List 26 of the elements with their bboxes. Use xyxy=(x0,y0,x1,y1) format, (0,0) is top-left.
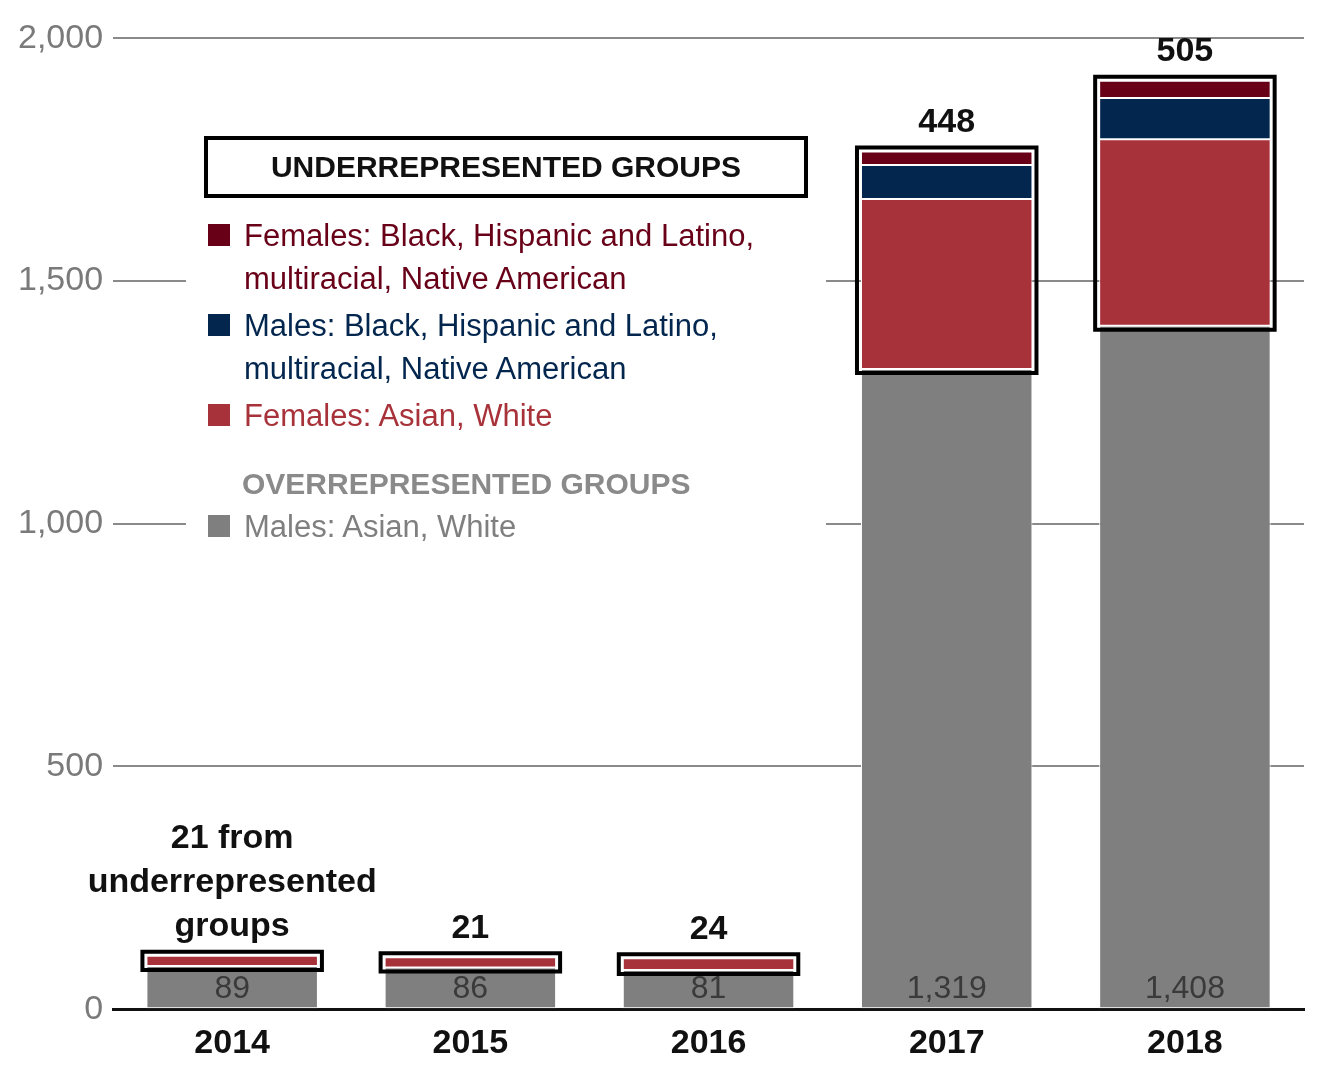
x-tick-label: 2018 xyxy=(1147,1021,1223,1060)
annotation: OVERREPRESENTED GROUPS xyxy=(242,467,692,501)
data-label: 1,408 xyxy=(1144,969,1225,1006)
legend-label: Males: Asian, White xyxy=(244,508,517,546)
annotation: 448 xyxy=(918,100,976,139)
y-tick-label: 1,000 xyxy=(17,502,104,541)
data-label: 81 xyxy=(690,969,727,1006)
y-tick-label: 2,000 xyxy=(17,16,104,55)
data-label: 86 xyxy=(452,969,489,1006)
y-tick-label: 0 xyxy=(84,987,104,1026)
legend-title: UNDERREPRESENTED GROUPS xyxy=(204,136,808,198)
legend-label: Females: Asian, White xyxy=(244,397,553,435)
annotation: 21 from underrepresented groups xyxy=(87,817,377,944)
x-tick-label: 2015 xyxy=(432,1021,509,1060)
annotation: 21 xyxy=(451,906,490,945)
data-label: 89 xyxy=(214,969,250,1006)
legend-label: Males: Black, Hispanic and Latino, multiracial, Native American xyxy=(244,307,719,388)
annotation: 505 xyxy=(1156,30,1214,68)
annotation: 24 xyxy=(689,907,728,946)
y-tick-label: 1,500 xyxy=(17,259,104,298)
y-tick-label: 500 xyxy=(46,744,104,783)
data-label: 1,319 xyxy=(906,969,987,1006)
legend-label: Females: Black, Hispanic and Latino, multiracial, Native American xyxy=(244,217,756,298)
x-tick-label: 2016 xyxy=(670,1021,747,1060)
x-tick-label: 2017 xyxy=(908,1021,985,1060)
x-tick-label: 2014 xyxy=(194,1021,271,1060)
